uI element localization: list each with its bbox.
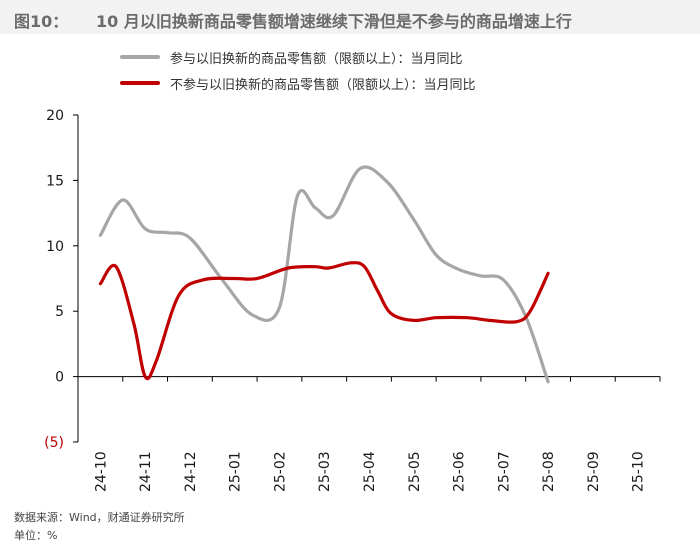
- unit-note: 单位：%: [14, 529, 58, 542]
- y-tick-label: 5: [55, 304, 64, 320]
- x-tick-label: 25-09: [586, 451, 602, 492]
- legend-label-series-1: 参与以旧换新的商品零售额（限额以上）：当月同比: [170, 52, 463, 67]
- x-tick-label: 25-02: [272, 451, 288, 492]
- x-tick-label: 25-05: [407, 451, 423, 492]
- y-tick-label: 0: [55, 370, 64, 386]
- series-line-1: [98, 165, 550, 384]
- figure-title: 10 月以旧换新商品零售额增速继续下滑但是不参与的商品增速上行: [96, 12, 572, 31]
- x-tick-label: 24-10: [93, 451, 109, 492]
- legend-swatch-series-2: [120, 81, 160, 85]
- legend-swatch-series-1: [120, 55, 160, 59]
- y-tick-label: (5): [44, 435, 64, 451]
- figure-label: 图10：: [14, 12, 69, 31]
- x-tick-label: 25-07: [496, 451, 512, 492]
- x-tick-label: 24-12: [183, 451, 199, 492]
- y-tick-label: 20: [46, 108, 64, 124]
- x-tick-label: 24-11: [138, 451, 154, 492]
- x-tick-label: 25-10: [631, 451, 647, 492]
- y-tick-label: 15: [46, 173, 64, 189]
- x-tick-label: 25-01: [228, 451, 244, 492]
- x-tick-label: 25-06: [452, 451, 468, 492]
- y-tick-label: 10: [46, 239, 64, 255]
- title-bar: 图10： 10 月以旧换新商品零售额增速继续下滑但是不参与的商品增速上行: [0, 0, 700, 34]
- source-note: 数据来源：Wind，财通证券研究所: [14, 511, 185, 524]
- x-tick-label: 25-03: [317, 451, 333, 492]
- x-tick-label: 25-04: [362, 451, 378, 492]
- x-tick-label: 25-08: [541, 451, 557, 492]
- series-line-2: [98, 261, 550, 381]
- legend-label-series-2: 不参与以旧换新的商品零售额（限额以上）：当月同比: [170, 78, 476, 93]
